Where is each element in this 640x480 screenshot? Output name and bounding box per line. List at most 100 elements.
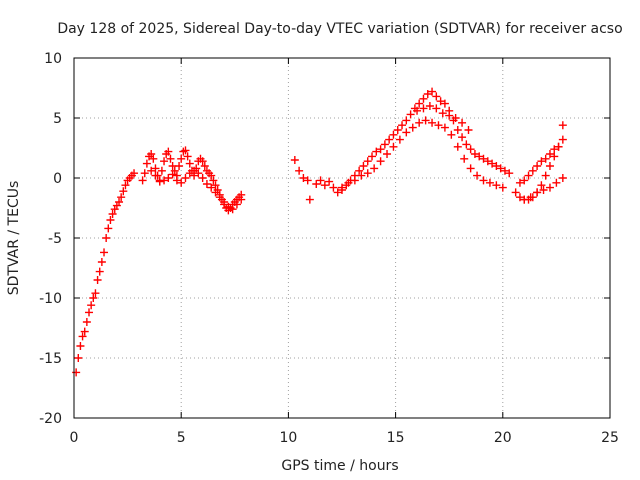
data-point <box>338 183 346 192</box>
data-point <box>550 152 559 161</box>
data-point <box>142 159 151 168</box>
data-point <box>479 176 488 185</box>
data-point <box>479 154 488 163</box>
data-point <box>389 142 398 151</box>
data-point <box>363 169 372 178</box>
y-tick-label: -20 <box>39 411 62 427</box>
data-point <box>395 135 404 144</box>
data-point <box>115 198 124 206</box>
grid-layer <box>74 58 610 418</box>
data-point <box>359 162 368 170</box>
data-point <box>406 110 415 119</box>
data-point <box>415 118 424 127</box>
data-point <box>385 135 394 144</box>
data-point <box>408 123 417 132</box>
data-point <box>177 178 186 187</box>
data-point <box>428 118 437 127</box>
data-point <box>402 116 411 125</box>
data-point <box>357 171 366 180</box>
data-point <box>185 159 194 168</box>
data-point <box>237 195 246 204</box>
data-point <box>200 162 209 170</box>
data-point <box>355 166 364 175</box>
data-point <box>423 90 432 98</box>
data-point <box>492 162 501 170</box>
x-tick-label: 25 <box>601 430 619 446</box>
data-point <box>164 174 173 182</box>
x-tick-label: 10 <box>279 430 297 446</box>
data-point <box>108 210 117 218</box>
data-point <box>460 154 469 163</box>
data-point <box>483 157 492 166</box>
data-point <box>140 169 149 178</box>
data-point <box>470 150 479 158</box>
data-point <box>228 205 237 214</box>
data-point <box>130 169 139 178</box>
data-point <box>147 150 156 158</box>
data-point <box>432 92 441 101</box>
data-point <box>539 186 548 194</box>
data-point <box>299 174 308 182</box>
data-point <box>558 174 567 182</box>
data-point <box>305 195 314 204</box>
data-point <box>117 193 126 202</box>
data-point <box>466 145 475 154</box>
data-point <box>207 183 216 192</box>
data-point <box>511 188 520 197</box>
data-point <box>505 169 514 178</box>
data-point <box>372 147 381 156</box>
data-point <box>198 157 207 166</box>
data-point <box>389 130 398 139</box>
data-point <box>320 181 329 190</box>
data-point <box>415 99 424 108</box>
data-point <box>172 176 181 185</box>
x-tick-label: 15 <box>387 430 405 446</box>
data-point <box>473 171 482 180</box>
data-point <box>438 109 447 118</box>
data-point <box>138 176 147 185</box>
data-point <box>190 166 199 175</box>
data-point <box>515 178 524 187</box>
data-point <box>368 152 377 161</box>
y-tick-label: 5 <box>53 111 62 127</box>
data-point <box>220 198 229 206</box>
data-point <box>419 104 428 113</box>
data-point <box>550 145 559 154</box>
data-point <box>524 171 533 180</box>
data-point <box>312 180 321 188</box>
data-point <box>528 166 537 175</box>
data-point <box>224 202 233 211</box>
data-point <box>545 162 554 170</box>
data-point <box>558 121 567 130</box>
data-point <box>440 99 449 108</box>
data-point <box>520 195 529 204</box>
data-point <box>541 171 550 180</box>
data-point <box>198 174 207 182</box>
data-point <box>164 147 173 156</box>
data-point <box>462 140 471 149</box>
data-point <box>370 164 379 173</box>
data-point <box>232 200 241 209</box>
data-point <box>453 126 462 134</box>
data-point <box>380 140 389 149</box>
data-point <box>181 174 190 182</box>
data-point <box>207 171 216 180</box>
y-tick-label: 10 <box>44 51 62 67</box>
data-point <box>78 332 87 341</box>
data-point <box>157 166 166 175</box>
data-point <box>376 145 385 154</box>
ticks-layer: 0 5 10 15 20 25 -20 -15 -10 -5 0 5 10 <box>39 51 619 446</box>
data-point <box>121 181 130 190</box>
data-point <box>89 294 98 302</box>
data-point <box>93 276 102 284</box>
data-point <box>119 187 128 196</box>
y-tick-label: -5 <box>48 231 62 247</box>
data-point <box>211 181 220 190</box>
data-point <box>168 170 177 179</box>
data-point <box>445 111 454 120</box>
data-point <box>76 342 85 350</box>
data-point <box>181 146 190 155</box>
data-point <box>398 121 407 130</box>
data-point <box>475 152 484 161</box>
